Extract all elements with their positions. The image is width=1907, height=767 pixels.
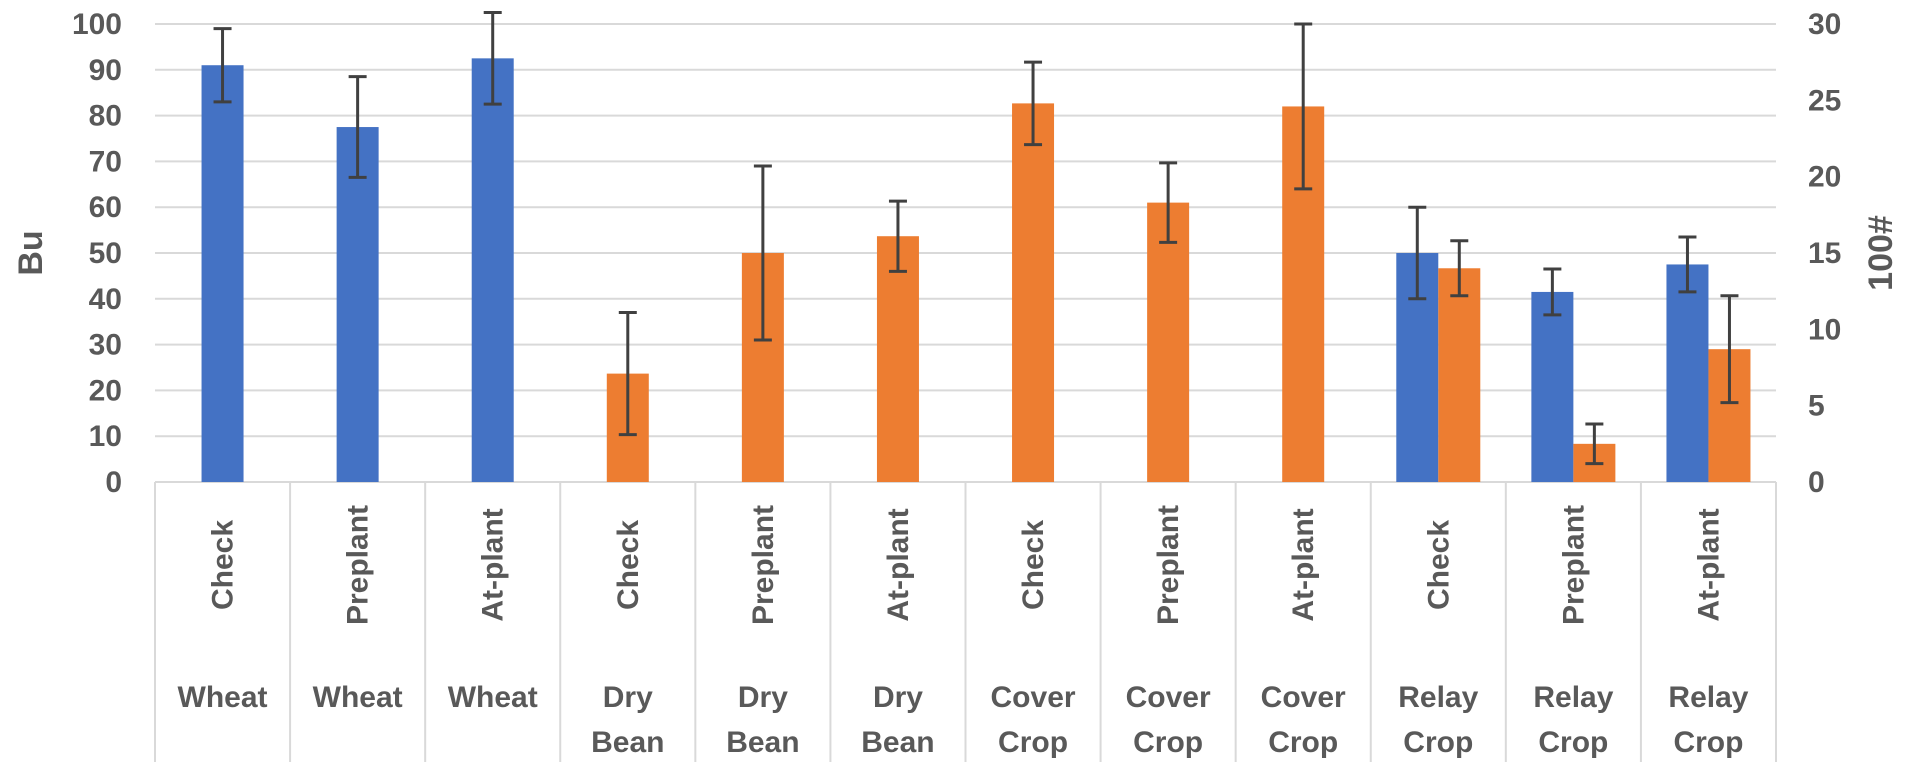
y2-tick-label: 25 — [1808, 84, 1841, 117]
y-tick-label: 100 — [72, 8, 122, 41]
category-label: At-plant — [1287, 508, 1320, 621]
bar — [1012, 103, 1055, 483]
bar — [201, 65, 244, 482]
y-tick-label: 30 — [89, 329, 122, 362]
bar — [336, 127, 379, 483]
y2-tick-label: 20 — [1808, 161, 1841, 194]
bar — [1666, 264, 1709, 482]
group-label: Cover Crop — [991, 681, 1076, 759]
category-label: At-plant — [1692, 508, 1725, 621]
category-label: Preplant — [747, 505, 780, 625]
y-tick-label: 70 — [89, 145, 122, 178]
category-axis: Check Wheat Preplant Wheat At-plant Wheat Chec… — [154, 482, 1777, 762]
category-label: Preplant — [342, 505, 375, 625]
y-tick-label: 0 — [105, 466, 122, 499]
group-label: Dry Bean — [591, 681, 664, 759]
group-label: Relay Crop — [1668, 681, 1748, 759]
y-tick-label: 20 — [89, 374, 122, 407]
category-label: Check — [612, 520, 645, 610]
category-label: Check — [207, 520, 240, 610]
category-label: Preplant — [1557, 505, 1590, 625]
category-label: At-plant — [477, 508, 510, 621]
group-label: Wheat — [313, 681, 403, 714]
y2-tick-label: 30 — [1808, 8, 1841, 41]
group-label: Dry Bean — [726, 681, 799, 759]
group-label: Relay Crop — [1533, 681, 1613, 759]
y-tick-label: 10 — [89, 420, 122, 453]
bar — [1531, 291, 1574, 482]
y-tick-label: 60 — [89, 191, 122, 224]
category-label: Preplant — [1152, 505, 1185, 625]
y-tick-label: 90 — [89, 54, 122, 87]
y-tick-label: 80 — [89, 100, 122, 133]
y2-tick-label: 0 — [1808, 466, 1825, 499]
group-label: Cover Crop — [1261, 681, 1346, 759]
category-label: At-plant — [882, 508, 915, 621]
bars — [201, 58, 1751, 483]
y2-axis-title: 100# — [1862, 215, 1900, 291]
y-tick-label: 40 — [89, 283, 122, 316]
bar — [1147, 202, 1190, 482]
bar — [876, 236, 919, 482]
group-label: Wheat — [178, 681, 268, 714]
category-label: Check — [1422, 520, 1455, 610]
bar — [471, 58, 514, 482]
group-label: Dry Bean — [861, 681, 934, 759]
y2-tick-label: 10 — [1808, 313, 1841, 346]
error-bars — [213, 11, 1739, 466]
y-axis-title: Bu — [12, 230, 50, 275]
group-label: Relay Crop — [1398, 681, 1478, 759]
group-label: Cover Crop — [1126, 681, 1211, 759]
y-tick-label: 50 — [89, 237, 122, 270]
category-label: Check — [1017, 520, 1050, 610]
bar — [1438, 268, 1481, 482]
y2-tick-label: 5 — [1808, 390, 1825, 423]
y2-tick-label: 15 — [1808, 237, 1841, 270]
group-label: Wheat — [448, 681, 538, 714]
